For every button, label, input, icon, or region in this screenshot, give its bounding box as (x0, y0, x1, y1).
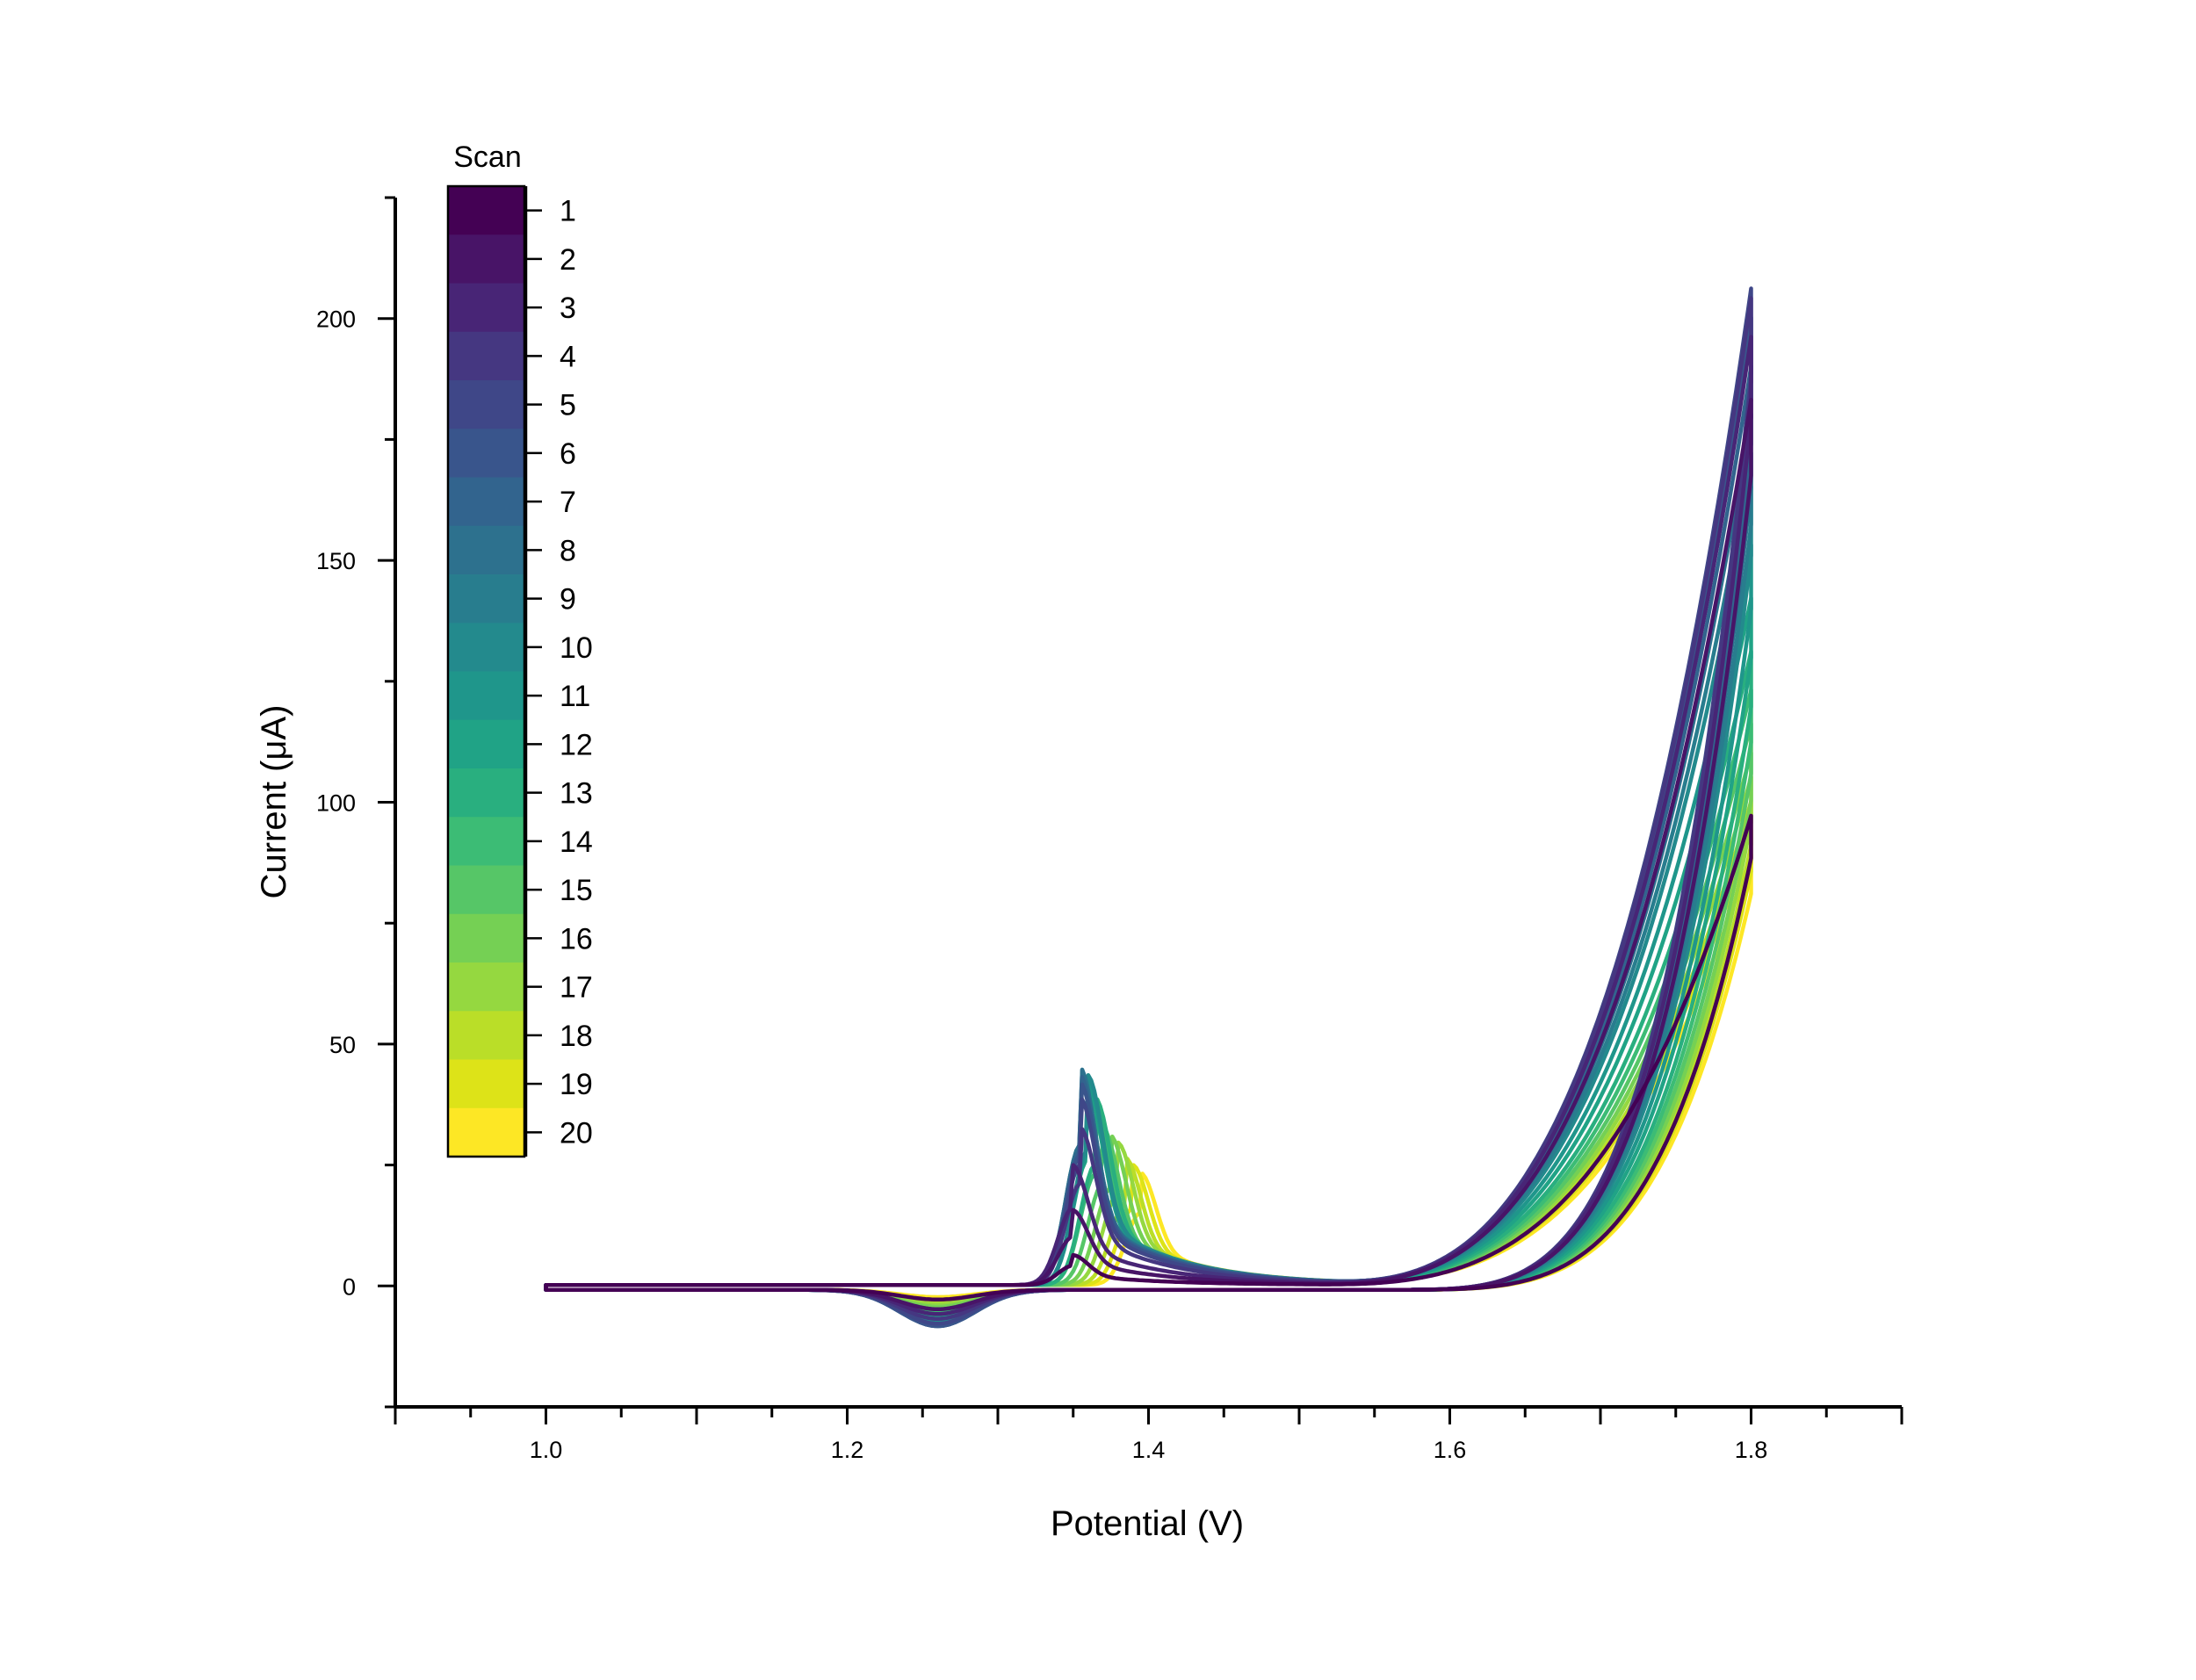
y-tick-label: 200 (316, 306, 356, 333)
colorbar-swatch (448, 186, 524, 235)
colorbar-swatches (448, 186, 524, 1157)
x-tick-label: 1.6 (1434, 1437, 1467, 1463)
colorbar-swatch (448, 429, 524, 479)
colorbar-swatch (448, 283, 524, 333)
y-tick-label: 50 (329, 1032, 356, 1058)
y-tick-label: 0 (343, 1273, 356, 1300)
colorbar-frame (446, 184, 526, 1158)
x-tick-label: 1.0 (530, 1437, 563, 1463)
colorbar-swatch (448, 574, 524, 624)
colorbar-swatch (448, 865, 524, 915)
axes: 1.0 1.2 1.4 1.6 1.8 0 50 100 150 200 Potential (… (255, 196, 1903, 1543)
colorbar-label: 16 (560, 922, 593, 955)
y-ticks: 0 50 100 150 200 (316, 196, 395, 1409)
colorbar-label: 4 (560, 340, 576, 373)
y-tick-label: 150 (316, 548, 356, 574)
colorbar-label: 2 (560, 243, 576, 277)
series-layer (544, 286, 1753, 1329)
colorbar-label: 9 (560, 583, 576, 616)
scan-13-line (544, 649, 1753, 1316)
colorbar-label: 13 (560, 777, 593, 811)
colorbar-swatch (448, 477, 524, 527)
colorbar-label: 7 (560, 486, 576, 519)
colorbar-label: 10 (560, 631, 593, 665)
colorbar-swatch (448, 1059, 524, 1109)
colorbar-swatch (448, 768, 524, 818)
colorbar-swatch (448, 719, 524, 769)
colorbar-swatch (448, 1011, 524, 1061)
scan-18-line (544, 799, 1753, 1304)
x-axis-title: Potential (V) (1051, 1504, 1244, 1543)
x-tick-label: 1.2 (831, 1437, 864, 1463)
colorbar-label: 17 (560, 971, 593, 1005)
colorbar-label: 12 (560, 728, 593, 761)
colorbar-swatch (448, 525, 524, 575)
colorbar-swatch (448, 817, 524, 867)
colorbar-title: Scan (453, 141, 522, 174)
y-axis-title: Current (μA) (255, 705, 293, 899)
x-tick-label: 1.8 (1735, 1437, 1768, 1463)
colorbar-label: 11 (560, 680, 590, 713)
colorbar-label: 19 (560, 1068, 593, 1101)
x-tick-label: 1.4 (1132, 1437, 1166, 1463)
scan-1-line (544, 813, 1753, 1301)
colorbar-label: 3 (560, 292, 576, 325)
colorbar-label: 1 (560, 195, 576, 228)
colorbar-swatch (448, 234, 524, 285)
colorbar-label: 20 (560, 1116, 593, 1150)
colorbar-swatch (448, 623, 524, 673)
colorbar-label: 18 (560, 1020, 593, 1053)
colorbar-swatch (448, 1107, 524, 1157)
colorbar-swatch (448, 380, 524, 429)
y-tick-label: 100 (316, 790, 356, 817)
colorbar-swatch (448, 671, 524, 721)
colorbar-label: 14 (560, 826, 593, 859)
colorbar-label: 6 (560, 437, 576, 471)
colorbar-swatch (448, 331, 524, 381)
x-ticks: 1.0 1.2 1.4 1.6 1.8 (394, 1407, 1903, 1463)
colorbar-swatch (448, 913, 524, 963)
colorbar-label: 8 (560, 534, 576, 567)
colorbar-swatch (448, 963, 524, 1012)
colorbar-label: 5 (560, 389, 576, 422)
colorbar-label: 15 (560, 874, 593, 907)
